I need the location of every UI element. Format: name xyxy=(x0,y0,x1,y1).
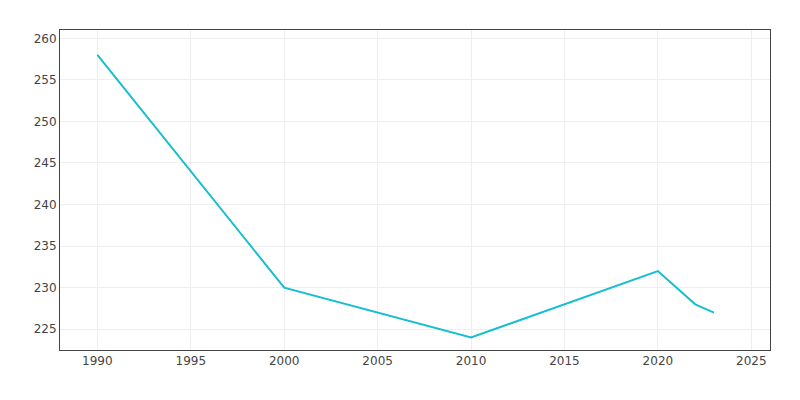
svg-text:260: 260 xyxy=(34,32,57,46)
svg-text:1990: 1990 xyxy=(82,354,113,368)
svg-text:250: 250 xyxy=(34,115,57,129)
svg-text:255: 255 xyxy=(34,73,57,87)
svg-text:2020: 2020 xyxy=(643,354,674,368)
svg-text:245: 245 xyxy=(34,156,57,170)
svg-text:2015: 2015 xyxy=(549,354,580,368)
svg-text:2005: 2005 xyxy=(362,354,393,368)
svg-text:1995: 1995 xyxy=(176,354,207,368)
svg-text:235: 235 xyxy=(34,239,57,253)
svg-text:225: 225 xyxy=(34,322,57,336)
svg-text:2000: 2000 xyxy=(269,354,300,368)
svg-text:240: 240 xyxy=(34,198,57,212)
svg-text:2025: 2025 xyxy=(736,354,767,368)
svg-text:2010: 2010 xyxy=(456,354,487,368)
svg-text:230: 230 xyxy=(34,281,57,295)
